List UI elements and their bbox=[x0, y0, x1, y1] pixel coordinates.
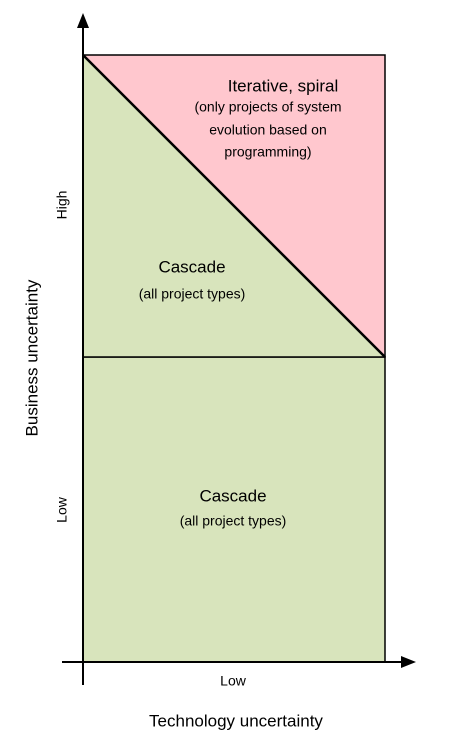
y-tick-label: Low bbox=[54, 496, 70, 523]
x-tick-label: Low bbox=[220, 673, 247, 689]
y-arrow bbox=[77, 13, 89, 28]
x-arrow bbox=[401, 656, 416, 668]
lower-region bbox=[82, 356, 386, 663]
region-title: Iterative, spiral bbox=[228, 76, 339, 95]
region-title: Cascade bbox=[158, 257, 225, 276]
region-text: (only projects of system bbox=[194, 99, 341, 115]
diagonal bbox=[82, 54, 386, 358]
region-title: Cascade bbox=[199, 486, 266, 505]
region-text: evolution based on bbox=[209, 122, 327, 138]
y-axis-label: Business uncertainty bbox=[22, 279, 41, 436]
region-text: (all project types) bbox=[180, 513, 287, 529]
region-text: programming) bbox=[224, 144, 311, 160]
region-text: (all project types) bbox=[139, 286, 246, 302]
y-tick-label: High bbox=[54, 191, 70, 220]
x-axis-label: Technology uncertainty bbox=[149, 711, 323, 730]
